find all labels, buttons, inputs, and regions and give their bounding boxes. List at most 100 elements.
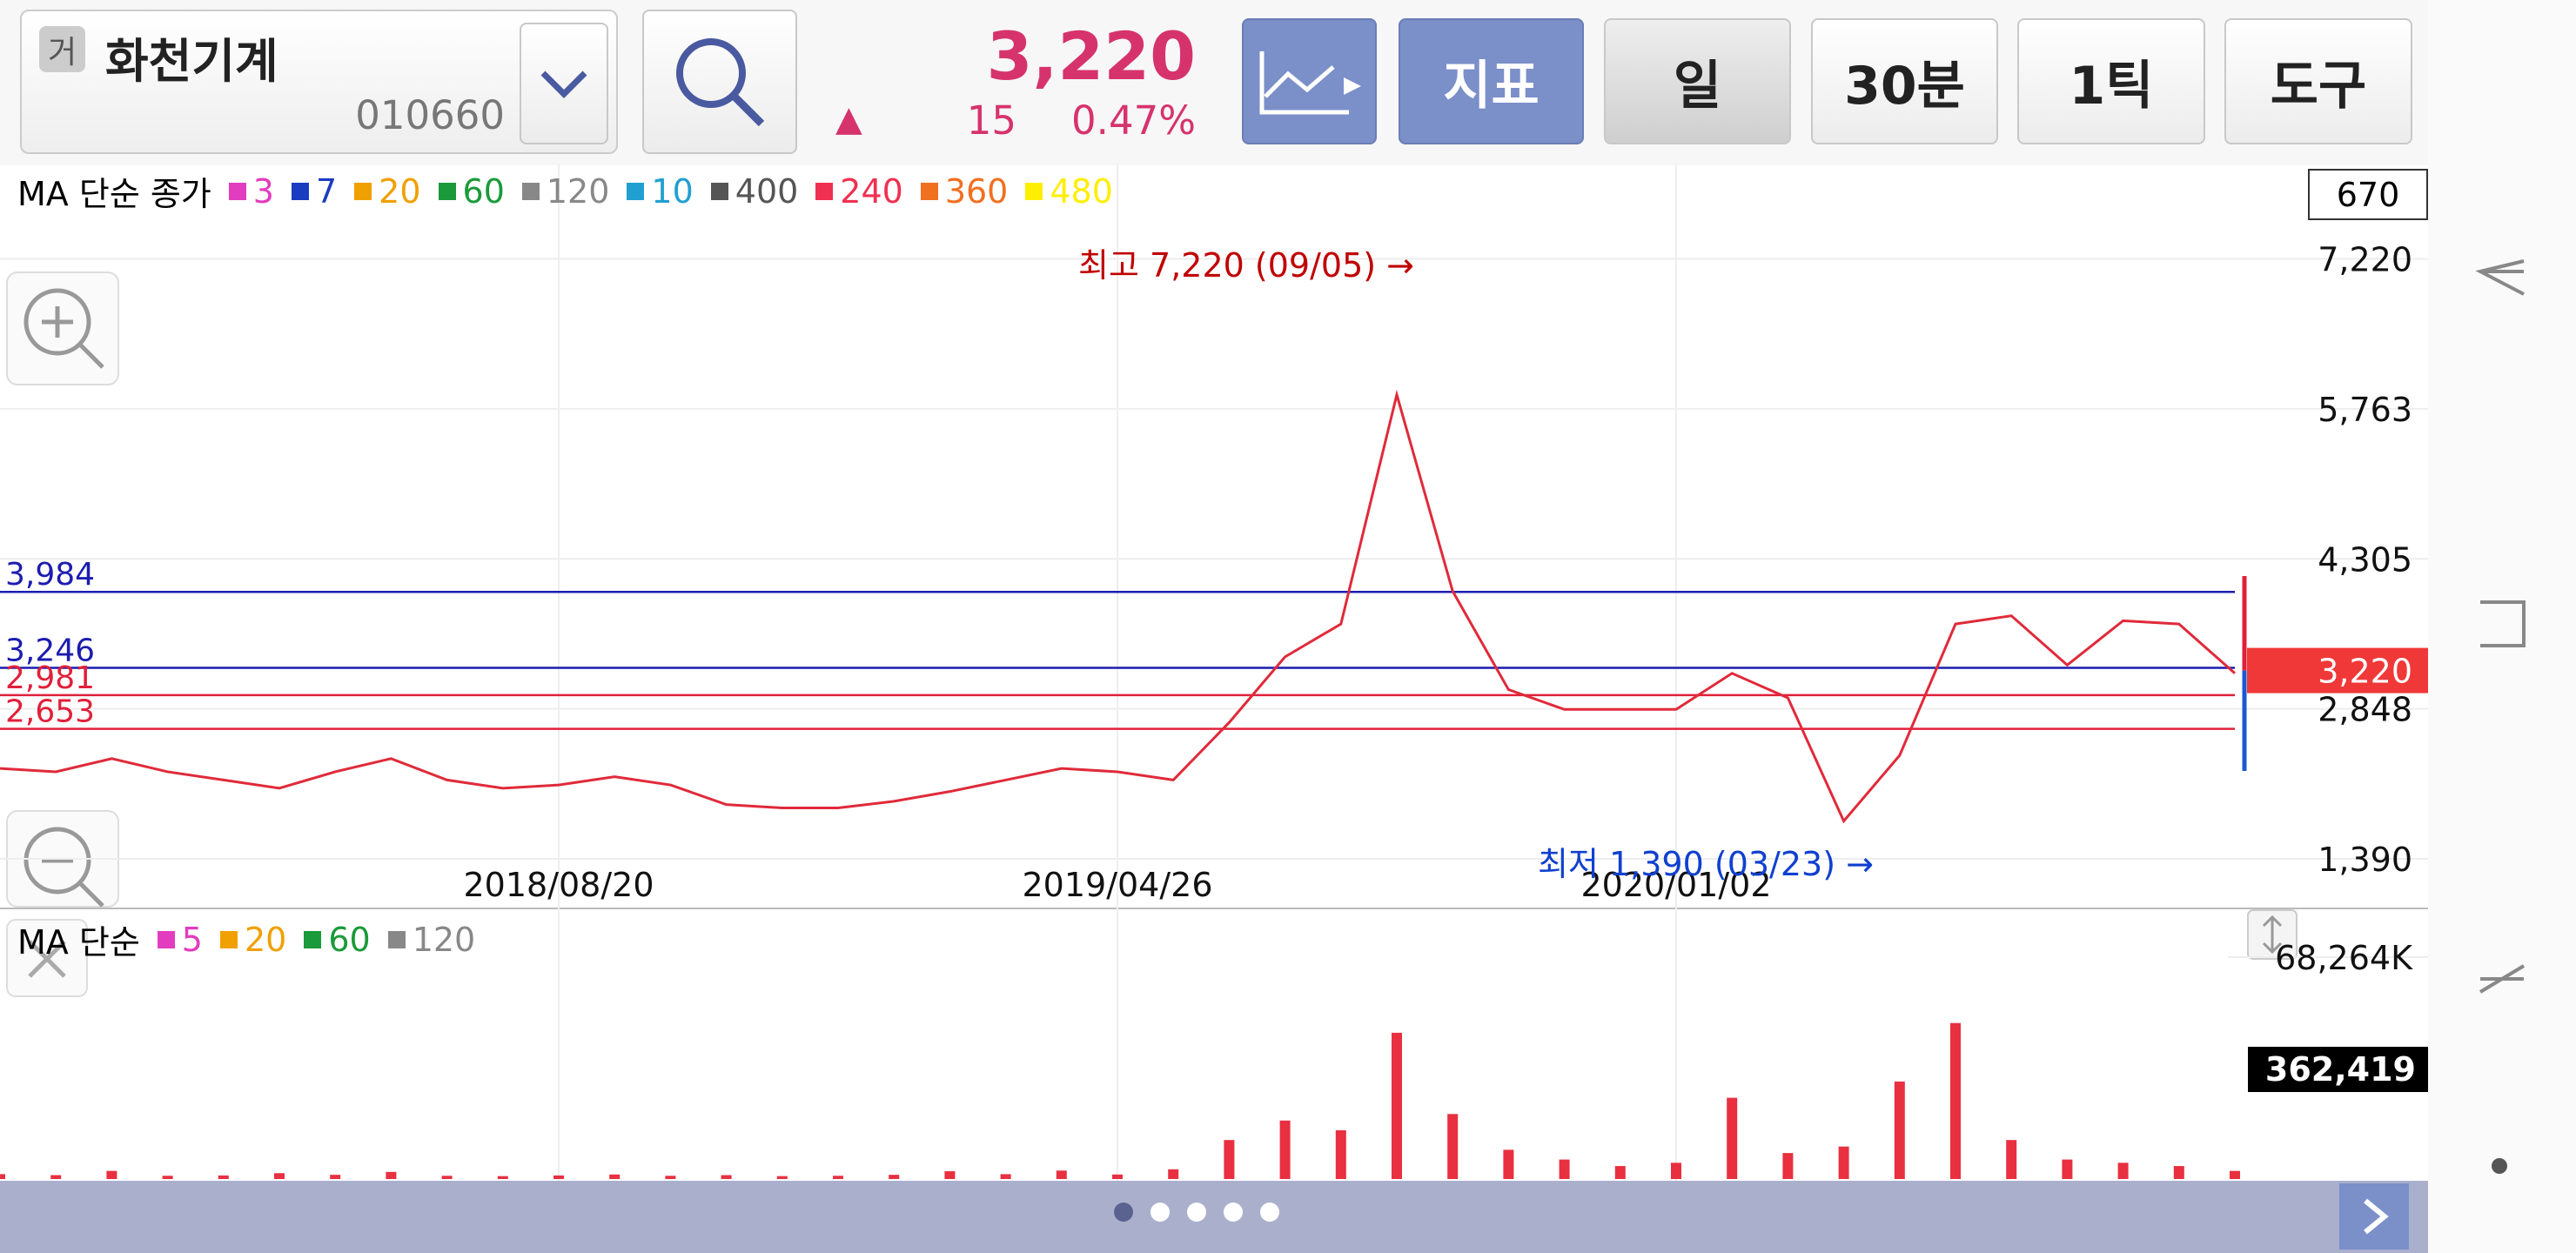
current-price-label: 3,220 xyxy=(2318,653,2412,691)
level-label: 2,653 xyxy=(5,694,95,730)
search-icon xyxy=(676,38,765,127)
dropdown-button[interactable] xyxy=(520,23,608,144)
volume-bar xyxy=(1056,1170,1067,1179)
volume-bar xyxy=(2230,1170,2240,1179)
grid xyxy=(0,164,2428,1181)
nav-icons xyxy=(2475,259,2526,1174)
volume-bar xyxy=(106,1170,117,1179)
next-button[interactable] xyxy=(2339,1183,2409,1250)
volume-bar xyxy=(218,1175,229,1179)
tools-button[interactable]: 도구 xyxy=(2224,18,2412,144)
legend-swatch xyxy=(228,182,246,200)
chart-type-button[interactable] xyxy=(1242,18,1377,144)
current-price: 3,220 xyxy=(986,17,1196,95)
legend-label: 20 xyxy=(379,171,421,211)
legend-swatch xyxy=(304,930,322,948)
current-volume: 362,419 xyxy=(2248,1047,2428,1092)
volume-bar xyxy=(1838,1146,1849,1179)
volume-bar xyxy=(50,1175,62,1179)
legend-swatch xyxy=(1025,182,1043,200)
legend-swatch xyxy=(291,182,309,200)
volume-bar xyxy=(274,1173,285,1179)
indicator-button[interactable]: 지표 xyxy=(1399,18,1584,144)
volume-bar xyxy=(162,1176,173,1179)
x-tick-label: 2020/01/02 xyxy=(1580,866,1771,904)
volume-bar xyxy=(1727,1097,1738,1179)
volume-bar xyxy=(1447,1114,1459,1179)
legend-label: 400 xyxy=(735,171,799,211)
legend-title: MA 단순 xyxy=(17,923,140,962)
legend-label: 120 xyxy=(412,920,476,959)
legend-label: 7 xyxy=(315,171,338,211)
legend-label: 60 xyxy=(462,171,505,211)
volume-bar xyxy=(665,1176,676,1179)
page-dots xyxy=(1114,1203,1279,1222)
level-label: 3,246 xyxy=(5,633,95,669)
x-tick-label: 2019/04/26 xyxy=(1022,866,1212,904)
volume-bar xyxy=(1894,1081,1905,1179)
volume-bar xyxy=(1503,1149,1514,1179)
volume-bar xyxy=(0,1174,5,1179)
volume-bar xyxy=(1279,1120,1291,1179)
stock-code: 010660 xyxy=(355,92,505,138)
level-label: 3,984 xyxy=(5,557,95,593)
price-line xyxy=(0,389,2236,824)
legend-label: 5 xyxy=(181,920,203,959)
volume-bar xyxy=(1392,1032,1402,1179)
volume-bar xyxy=(1671,1163,1681,1179)
legend-swatch xyxy=(438,182,456,200)
zoom-in[interactable] xyxy=(6,271,119,385)
legend-label: 240 xyxy=(840,171,903,211)
volume-bar xyxy=(944,1171,956,1179)
volume-bar xyxy=(2173,1166,2184,1179)
market-badge: 거 xyxy=(39,26,85,72)
volume-bar xyxy=(889,1175,900,1179)
volume-bar xyxy=(1950,1022,1961,1179)
chart-type-icon xyxy=(1259,50,1361,114)
volume-bar xyxy=(1782,1153,1794,1179)
volume-bar xyxy=(386,1171,397,1179)
volume-bar xyxy=(553,1175,564,1179)
close-button[interactable] xyxy=(6,919,88,997)
resize-handle[interactable] xyxy=(2247,909,2298,960)
nav-bar xyxy=(2428,0,2576,1253)
volume-bar xyxy=(1224,1140,1235,1179)
volume-bar xyxy=(776,1176,788,1179)
period-tick-button[interactable]: 1틱 xyxy=(2017,18,2205,144)
volume-bar xyxy=(441,1176,453,1179)
top-value-box: 670 xyxy=(2308,169,2428,220)
volume-bar xyxy=(2117,1163,2129,1179)
legend-swatch xyxy=(387,930,406,948)
legend-swatch xyxy=(710,182,728,200)
low-annotation: 최저 1,390 (03/23) → xyxy=(1538,845,1874,883)
price-change: 15 xyxy=(966,97,1016,144)
volume-bar xyxy=(497,1176,508,1179)
volume-legend: MA 단순 5 20 60 120 xyxy=(17,915,475,963)
legend-label: 20 xyxy=(244,920,287,959)
period-day-button[interactable]: 일 xyxy=(1604,18,1791,144)
stock-box[interactable] xyxy=(20,10,618,154)
legend-swatch xyxy=(920,182,938,200)
y-tick-label: 7,220 xyxy=(2318,241,2412,279)
bottom-bar xyxy=(0,1181,2428,1253)
search-button[interactable] xyxy=(642,10,797,154)
legend-label: 480 xyxy=(1050,171,1113,211)
next-icon xyxy=(2364,1198,2389,1235)
legend-swatch xyxy=(219,930,238,948)
y-tick-label: 1,390 xyxy=(2318,841,2412,879)
high-annotation: 최고 7,220 (09/05) → xyxy=(1078,246,1414,285)
legend-swatch xyxy=(157,930,175,948)
legend-swatch xyxy=(627,182,645,200)
legend-label: 120 xyxy=(546,171,610,211)
legend-label: 3 xyxy=(252,171,274,211)
dropdown-icon xyxy=(540,70,587,98)
volume-bar xyxy=(721,1175,732,1179)
volume-bar xyxy=(1000,1174,1011,1179)
x-tick-label: 2018/08/20 xyxy=(463,866,654,904)
y-tick-label: 2,848 xyxy=(2318,691,2412,729)
y-tick-label: 68,264K xyxy=(2275,939,2413,977)
period-30min-button[interactable]: 30분 xyxy=(1811,18,1998,144)
legend-swatch xyxy=(354,182,372,200)
volume-bar xyxy=(1559,1159,1570,1179)
legend-label: 360 xyxy=(944,171,1009,211)
